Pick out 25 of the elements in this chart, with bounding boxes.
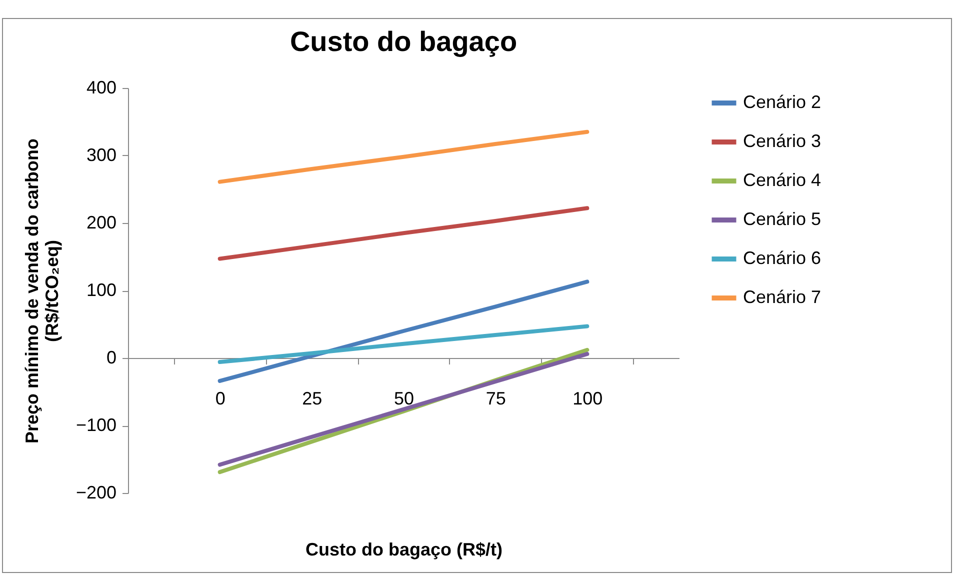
- x-tick-label: 100: [572, 388, 603, 408]
- line-series: [218, 280, 590, 383]
- y-tick-label: 300: [86, 145, 116, 165]
- x-axis-title: Custo do bagaço (R$/t): [306, 540, 503, 560]
- line-series: [218, 324, 590, 364]
- legend-label: Cenário 2: [743, 92, 822, 112]
- legend-label: Cenário 6: [743, 248, 822, 268]
- x-tick-label: 25: [302, 388, 322, 408]
- legend-label: Cenário 4: [743, 170, 822, 190]
- legend-label: Cenário 5: [743, 209, 822, 229]
- y-axis-title: Preço mínimo de venda do carbono (R$/tCO₂eq): [22, 138, 62, 444]
- y-tick-label: −100: [76, 415, 116, 435]
- legend-label: Cenário 3: [743, 131, 822, 151]
- x-tick-label: 75: [486, 388, 506, 408]
- line-series: [218, 130, 590, 184]
- x-tick-label: 50: [394, 388, 414, 408]
- y-tick-label: 400: [86, 78, 116, 98]
- line-series: [218, 206, 590, 261]
- chart-title: Custo do bagaço: [290, 26, 518, 57]
- x-tick-label: 0: [215, 388, 226, 408]
- y-tick-label: 100: [86, 280, 116, 300]
- legend-label: Cenário 7: [743, 287, 822, 307]
- y-tick-label: 0: [106, 348, 116, 368]
- y-tick-label: −200: [76, 482, 116, 502]
- y-tick-label: 200: [86, 212, 116, 232]
